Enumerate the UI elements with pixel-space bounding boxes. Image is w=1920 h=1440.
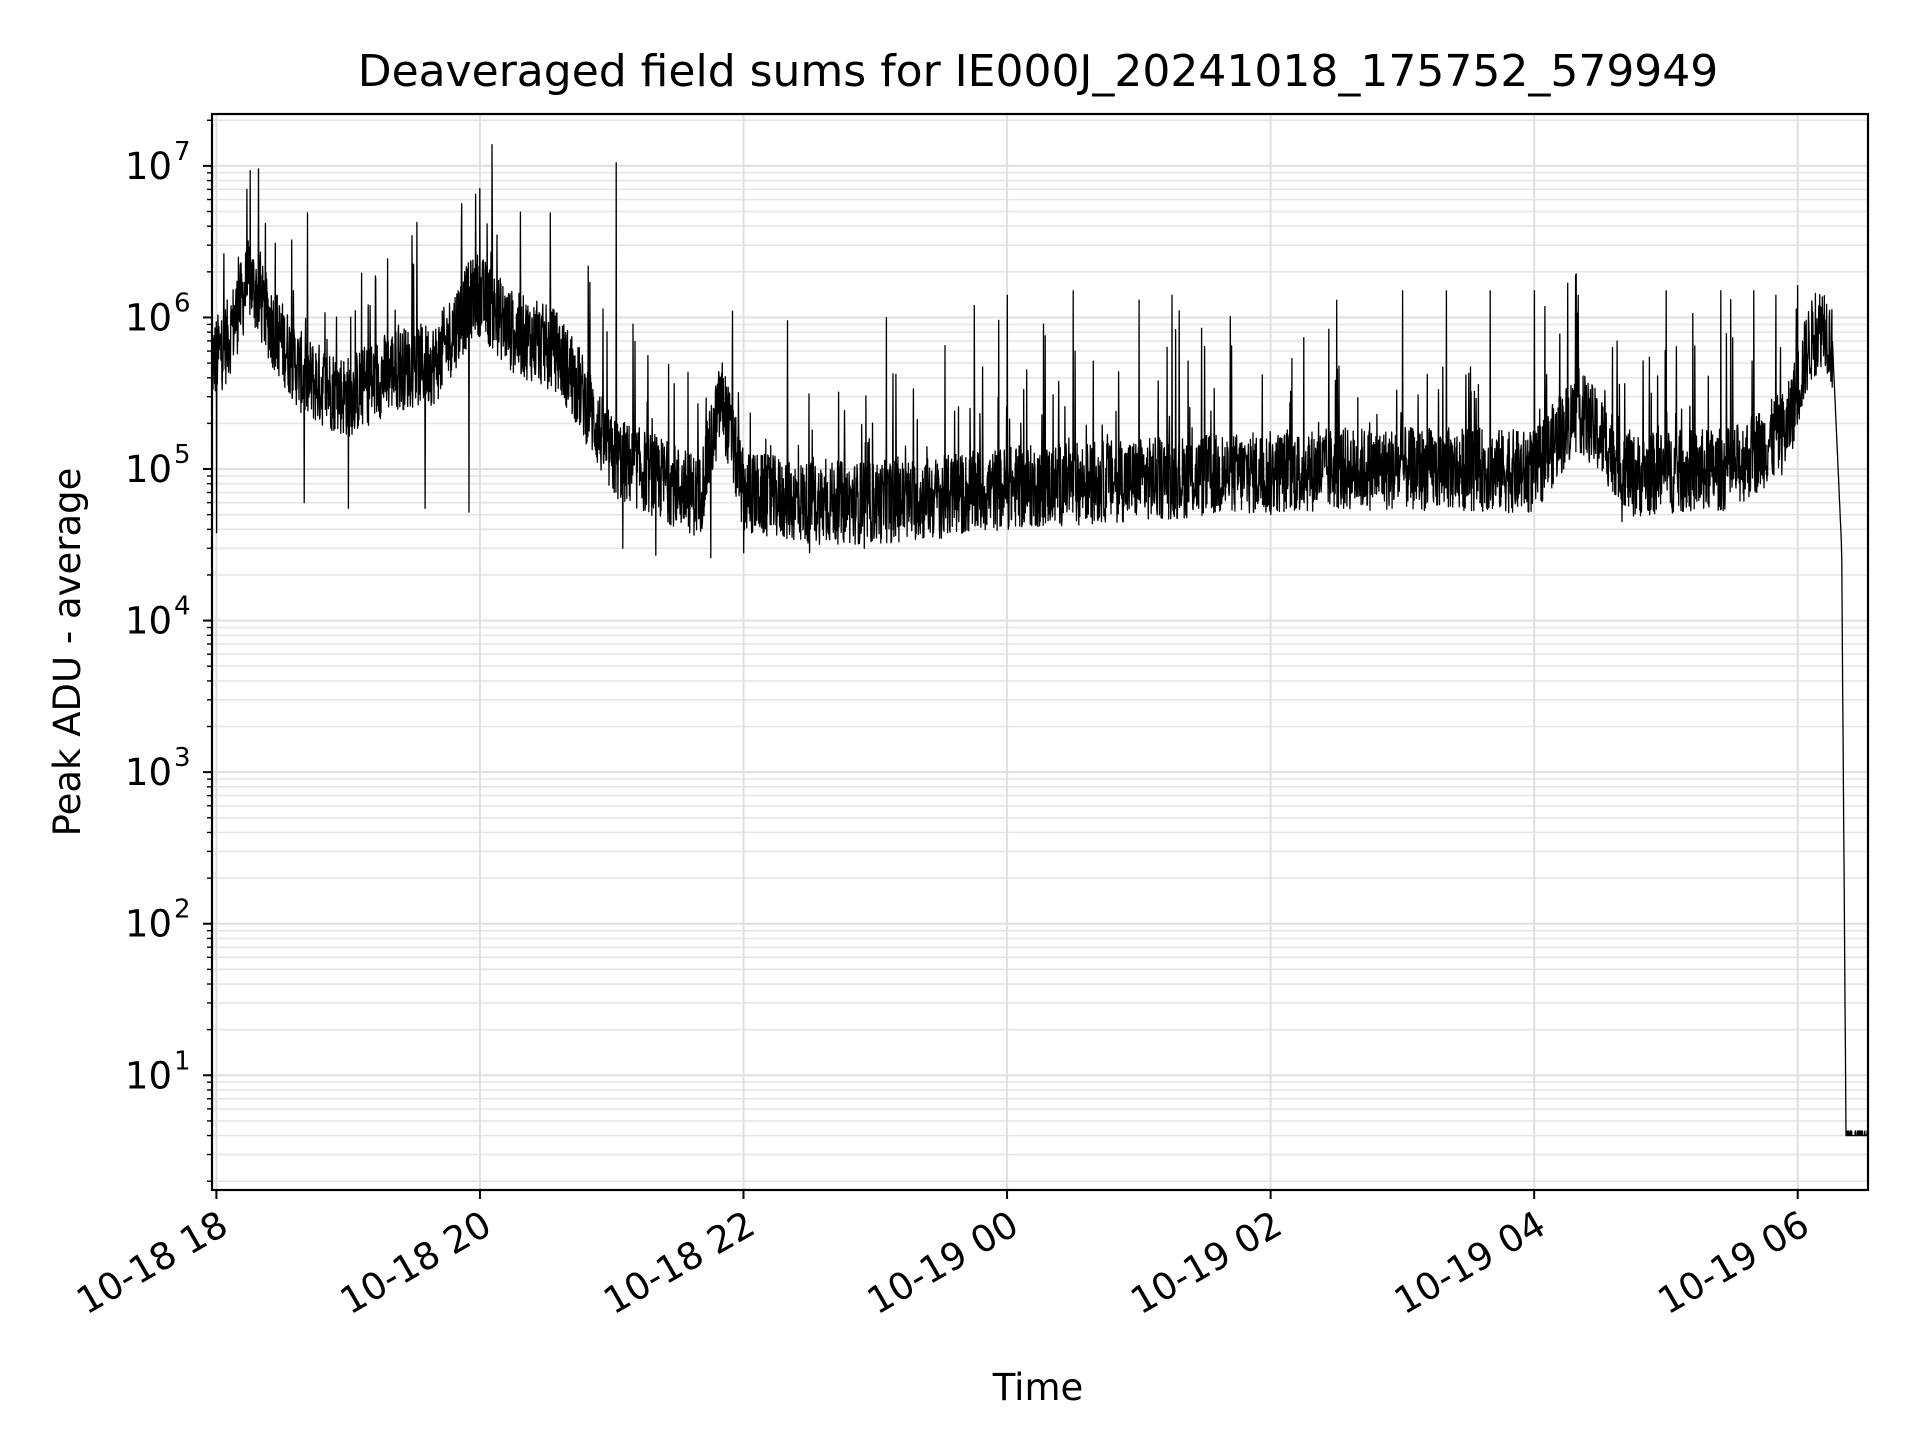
grid-minor xyxy=(212,119,1868,1183)
y-tick-label: 10 xyxy=(125,600,172,643)
y-tick-label: 10 xyxy=(125,145,172,188)
y-tick-label: 10 xyxy=(125,903,172,946)
y-tick-label-exponent: 5 xyxy=(174,440,191,470)
x-axis-label: Time xyxy=(992,1366,1084,1409)
y-axis-label: Peak ADU - average xyxy=(46,468,89,837)
y-tick-label-exponent: 2 xyxy=(174,895,191,925)
y-tick-label-exponent: 7 xyxy=(174,137,191,167)
plot-frame xyxy=(210,112,1870,1192)
chart-title: Deaveraged field sums for IE000J_2024101… xyxy=(358,46,1719,97)
y-tick-label: 10 xyxy=(125,296,172,339)
y-tick-label-exponent: 1 xyxy=(174,1046,191,1076)
data-series xyxy=(211,143,1869,1137)
y-tick-label: 10 xyxy=(125,448,172,491)
y-tick-label-exponent: 3 xyxy=(174,743,191,773)
y-tick-label: 10 xyxy=(125,751,172,794)
y-tick-label-exponent: 6 xyxy=(174,288,191,318)
series-line xyxy=(211,143,1869,1137)
y-tick-label: 10 xyxy=(125,1054,172,1097)
y-tick-label-exponent: 4 xyxy=(174,592,191,622)
